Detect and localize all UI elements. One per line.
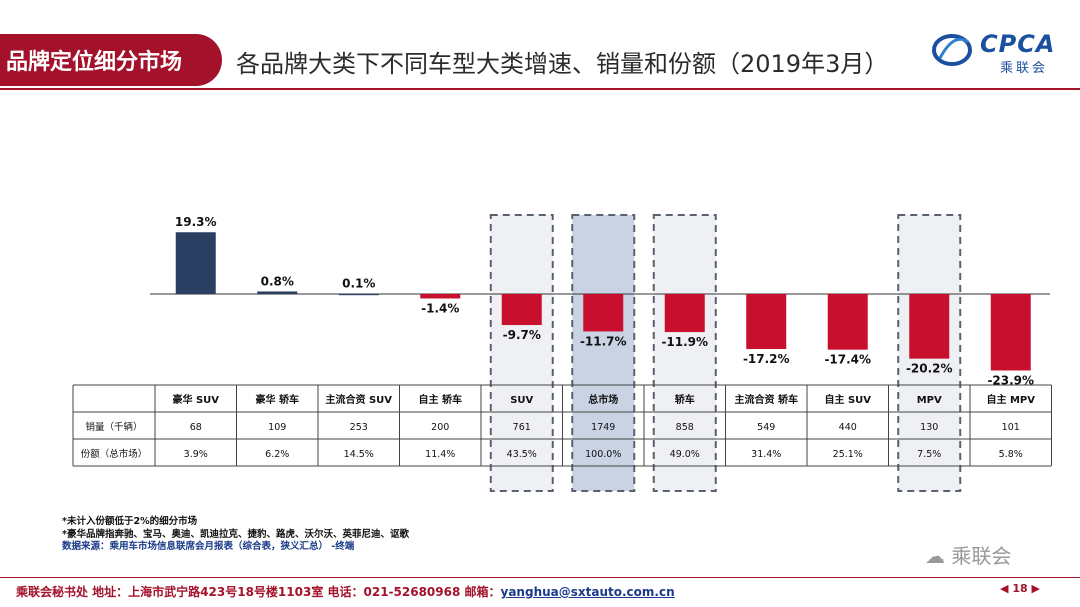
category-label: 豪华 SUV — [172, 393, 219, 406]
footer: 乘联会秘书处 地址：上海市武宁路423号18号楼1103室 电话：021-526… — [16, 583, 675, 600]
data-label: -20.2% — [906, 362, 953, 376]
category-label: 主流合资 轿车 — [735, 393, 798, 406]
category-label: 自主 MPV — [986, 393, 1035, 406]
section-badge: 品牌定位细分市场 — [0, 34, 222, 86]
table-cell: 31.4% — [751, 449, 781, 460]
category-label: 自主 SUV — [824, 393, 871, 406]
table-cell: 6.2% — [265, 449, 289, 460]
data-label: -17.4% — [824, 353, 871, 367]
data-label: -9.7% — [503, 328, 541, 342]
footnotes: *未计入份额低于2%的细分市场 *豪华品牌指奔驰、宝马、奥迪、凯迪拉克、捷豹、路… — [62, 516, 409, 554]
growth-bar-chart: 19.3% 0.8% 0.1% -1.4% -9.7% -11.7% -11.9% -17.2… — [72, 214, 1052, 492]
logo-text: CPCA — [980, 30, 1056, 58]
data-label: -1.4% — [421, 301, 459, 315]
table-cell: 14.5% — [344, 449, 374, 460]
table-cell: 11.4% — [425, 449, 455, 460]
table-cell: 7.5% — [917, 449, 941, 460]
table-cell: 1749 — [591, 422, 615, 433]
next-page-button[interactable]: ▶ — [1031, 582, 1040, 595]
table-cell: 130 — [920, 422, 938, 433]
highlight-box — [571, 214, 636, 492]
pager: ◀ 18 ▶ — [1000, 582, 1040, 595]
page-number: 18 — [1012, 582, 1028, 595]
category-label: 总市场 — [588, 393, 618, 406]
bar — [909, 294, 950, 359]
bar — [583, 294, 624, 332]
bar — [338, 293, 379, 296]
note-line-1: *未计入份额低于2%的细分市场 — [62, 516, 198, 527]
cpca-logo-icon — [932, 34, 972, 66]
footer-divider — [0, 577, 1080, 578]
table-cell: 5.8% — [999, 449, 1023, 460]
data-label: -11.7% — [580, 334, 627, 348]
bar — [746, 294, 787, 350]
category-label: 自主 轿车 — [419, 393, 462, 406]
table-cell: 440 — [839, 422, 857, 433]
row-label: 份额（总市场） — [81, 448, 148, 460]
bar — [175, 232, 216, 294]
data-label: 0.8% — [261, 274, 294, 288]
data-label: -23.9% — [987, 373, 1034, 387]
row-label: 销量（千辆） — [85, 421, 142, 433]
data-label: 19.3% — [175, 215, 217, 229]
note-line-2: *豪华品牌指奔驰、宝马、奥迪、凯迪拉克、捷豹、路虎、沃尔沃、英菲尼迪、讴歌 — [62, 528, 409, 540]
bar — [990, 294, 1031, 371]
highlight-box — [652, 214, 717, 492]
category-label: 豪华 轿车 — [256, 393, 299, 406]
header: 品牌定位细分市场 各品牌大类下不同车型大类增速、销量和份额（2019年3月） C… — [0, 0, 1080, 90]
bar — [827, 294, 868, 350]
table-cell: 761 — [513, 422, 531, 433]
data-label: -17.2% — [743, 352, 790, 366]
category-label: 轿车 — [675, 393, 695, 406]
table-cell: 858 — [676, 422, 694, 433]
footer-email-link[interactable]: yanghua@sxtauto.com.cn — [500, 585, 675, 599]
table-cell: 3.9% — [184, 449, 208, 460]
wechat-icon: ☁ — [925, 544, 952, 568]
slide-title: 各品牌大类下不同车型大类增速、销量和份额（2019年3月） — [236, 50, 889, 78]
highlight-box — [489, 214, 554, 492]
table-cell: 100.0% — [585, 449, 621, 460]
table-cell: 43.5% — [507, 449, 537, 460]
wechat-watermark: ☁ 乘联会 — [925, 540, 1011, 569]
bar — [257, 291, 298, 294]
watermark-text: 乘联会 — [951, 544, 1012, 568]
bar — [420, 294, 461, 299]
table-cell: 200 — [431, 422, 449, 433]
table-cell: 109 — [268, 422, 286, 433]
header-divider — [0, 88, 1080, 90]
footer-info: 乘联会秘书处 地址：上海市武宁路423号18号楼1103室 电话：021-526… — [16, 585, 501, 599]
logo-cn: 乘联会 — [1000, 61, 1049, 76]
table-cell: 68 — [190, 422, 202, 433]
table-cell: 549 — [757, 422, 775, 433]
category-label: MPV — [917, 395, 942, 406]
category-label: 主流合资 SUV — [325, 393, 392, 406]
table-cell: 25.1% — [833, 449, 863, 460]
category-label: SUV — [510, 395, 533, 406]
note-source: 数据来源：乘用车市场信息联席会月报表（综合表，狭义汇总） -终端 — [62, 541, 355, 552]
data-label: 0.1% — [342, 277, 375, 291]
bar — [664, 294, 705, 333]
table-cell: 49.0% — [670, 449, 700, 460]
table-cell: 253 — [350, 422, 368, 433]
data-label: -11.9% — [661, 335, 708, 349]
bar — [501, 294, 542, 326]
prev-page-button[interactable]: ◀ — [1000, 582, 1009, 595]
table-cell: 101 — [1002, 422, 1020, 433]
